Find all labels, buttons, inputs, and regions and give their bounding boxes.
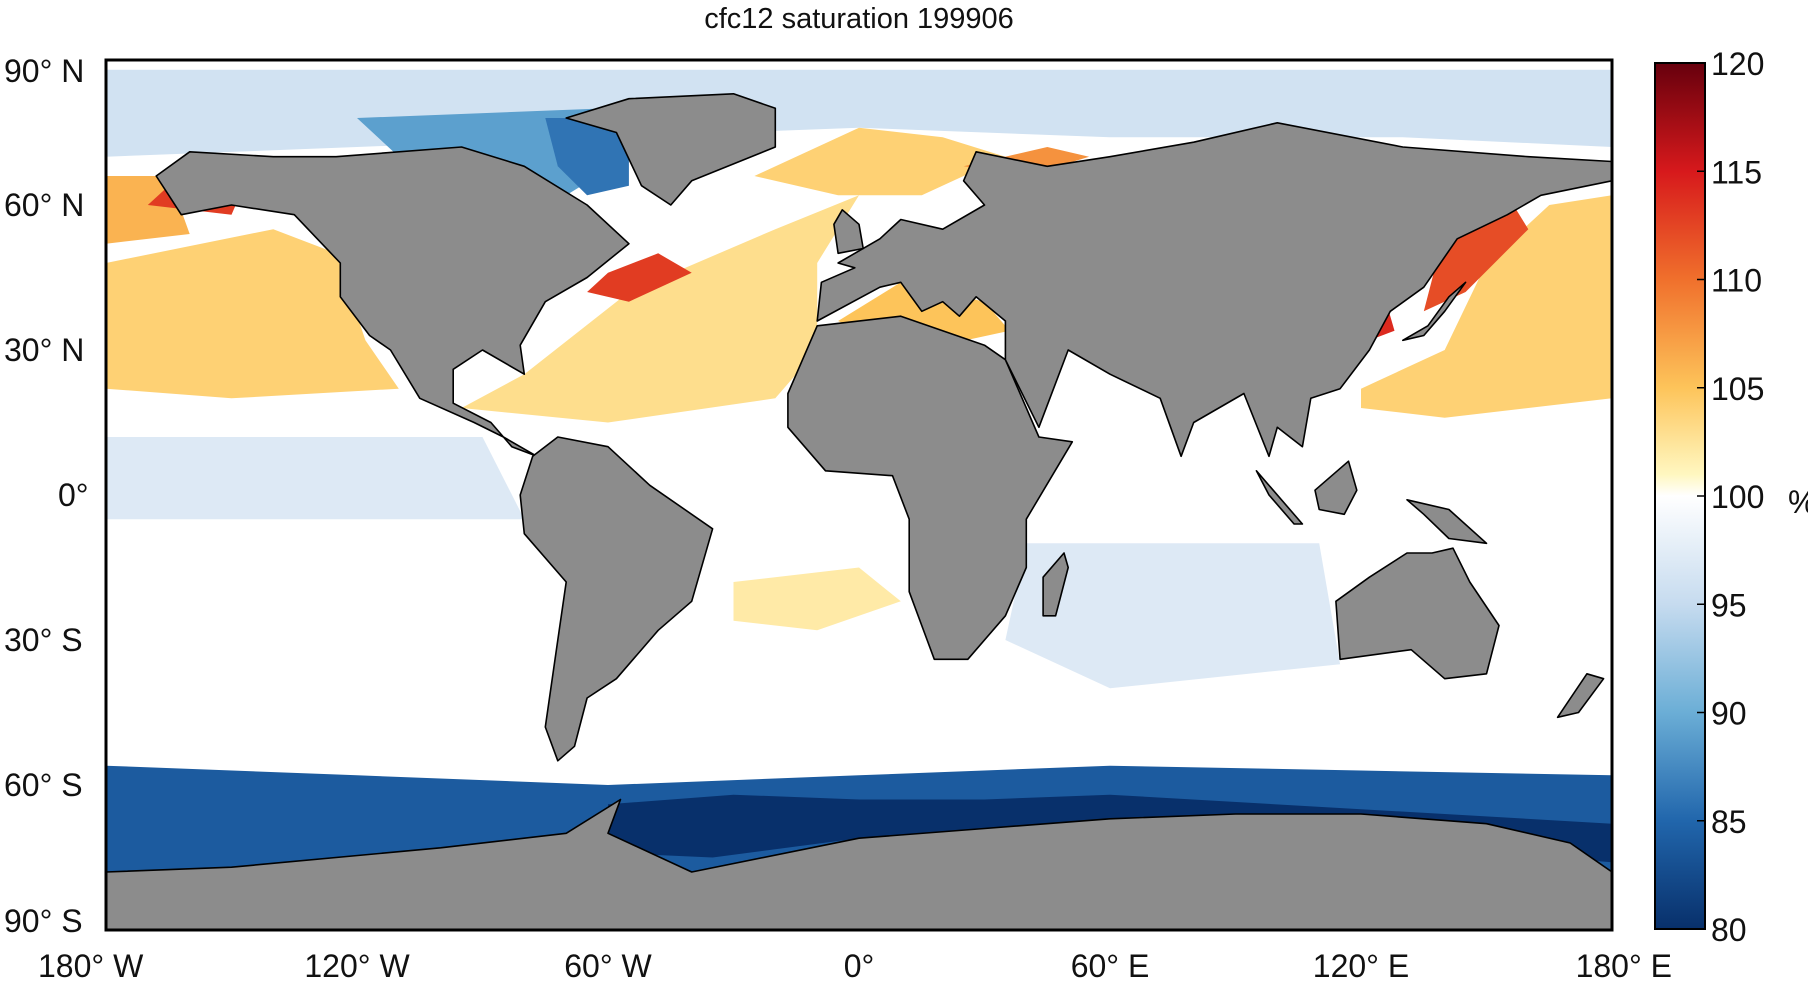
region-baffin-bay (545, 118, 629, 196)
lon-label: 60° E (1071, 948, 1150, 984)
lat-label: 90° N (4, 53, 84, 89)
land-sumatra (1255, 469, 1304, 525)
colorbar-ticks: 120 115 110 105 100 95 90 85 80 (1697, 46, 1764, 948)
land-new-guinea (1406, 498, 1488, 545)
region-equatorial-pacific-cool (106, 437, 525, 520)
landmasses (106, 93, 1612, 930)
land-madagascar (1042, 552, 1069, 617)
lat-label: 60° S (4, 767, 83, 803)
lat-label: 60° N (4, 187, 84, 223)
region-norwegian-sea (754, 127, 1006, 196)
land-greenland (565, 93, 777, 206)
land-new-zealand (1556, 672, 1605, 719)
region-north-pacific-warm (106, 229, 399, 399)
colorbar-tick-label: 105 (1711, 371, 1764, 407)
land-borneo (1314, 460, 1358, 516)
region-north-atlantic-warm (461, 195, 859, 423)
colorbar-unit: % (1788, 484, 1808, 520)
colorbar-tick-label: 90 (1711, 696, 1747, 732)
land-japan (1402, 281, 1467, 342)
lon-label: 60° W (564, 948, 652, 984)
colorbar-tick-label: 120 (1711, 46, 1764, 82)
lat-label: 0° (58, 477, 89, 513)
region-indian-ocean-cool (1005, 543, 1341, 689)
colorbar-tick-label: 85 (1711, 804, 1747, 840)
lon-label: 180° E (1576, 948, 1672, 984)
map-frame (104, 58, 1614, 932)
lon-label: 0° (844, 948, 875, 984)
land-great-britain (833, 209, 865, 255)
lat-label: 90° S (4, 903, 83, 939)
lon-label: 180° W (38, 948, 144, 984)
longitude-labels: 180° W 120° W 60° W 0° 60° E 120° E 180° E (38, 948, 1672, 984)
land-antarctica (106, 798, 1612, 930)
colorbar-tick-label: 95 (1711, 587, 1747, 623)
lon-label: 120° E (1313, 948, 1409, 984)
map-title: cfc12 saturation 199906 (704, 3, 1014, 35)
region-labrador-grand-banks (587, 253, 692, 302)
region-equatorial-atlantic-warm (733, 567, 901, 631)
colorbar-tick-label: 80 (1711, 912, 1747, 948)
land-north-america (155, 146, 630, 458)
lat-label: 30° N (4, 332, 84, 368)
colorbar-tick-label: 110 (1711, 263, 1762, 299)
latitude-labels: 90° N 60° N 30° N 0° 30° S 60° S 90° S (4, 53, 89, 939)
lon-label: 120° W (304, 948, 410, 984)
land-africa (787, 315, 1074, 661)
land-australia (1335, 547, 1500, 680)
colorbar-tick-label: 100 (1711, 479, 1764, 515)
land-eurasia (816, 122, 1612, 458)
lat-label: 30° S (4, 622, 83, 658)
colorbar-tick-label: 115 (1711, 154, 1762, 190)
region-nw-pacific-warm (1361, 195, 1612, 418)
land-south-america (519, 436, 714, 762)
